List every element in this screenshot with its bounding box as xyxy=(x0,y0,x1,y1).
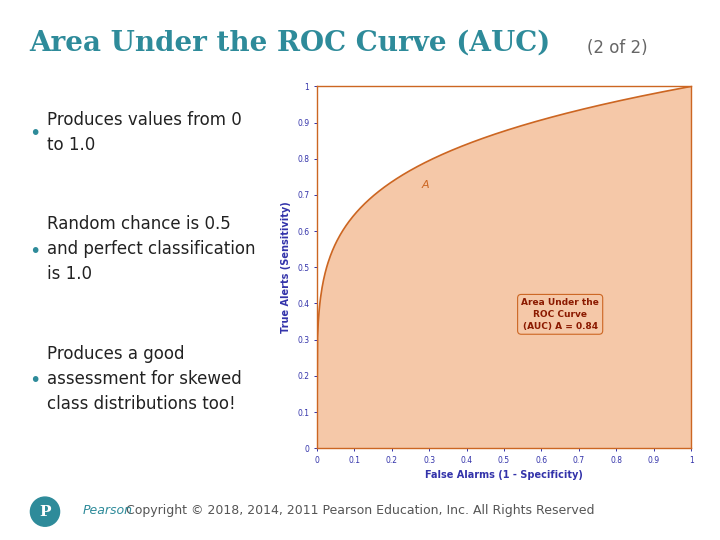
Text: P: P xyxy=(40,505,50,518)
Text: •: • xyxy=(29,124,40,144)
Text: Random chance is 0.5
and perfect classification
is 1.0: Random chance is 0.5 and perfect classif… xyxy=(47,215,256,284)
Text: Area Under the ROC Curve (AUC): Area Under the ROC Curve (AUC) xyxy=(29,30,550,57)
X-axis label: False Alarms (1 - Specificity): False Alarms (1 - Specificity) xyxy=(425,470,583,481)
Text: Copyright © 2018, 2014, 2011 Pearson Education, Inc. All Rights Reserved: Copyright © 2018, 2014, 2011 Pearson Edu… xyxy=(126,504,594,517)
Text: Area Under the
ROC Curve
(AUC) A = 0.84: Area Under the ROC Curve (AUC) A = 0.84 xyxy=(521,298,599,330)
Text: (2 of 2): (2 of 2) xyxy=(587,39,647,57)
Text: •: • xyxy=(29,371,40,390)
Text: A: A xyxy=(422,180,429,190)
Text: Produces a good
assessment for skewed
class distributions too!: Produces a good assessment for skewed cl… xyxy=(47,345,241,413)
Y-axis label: True Alerts (Sensitivity): True Alerts (Sensitivity) xyxy=(282,201,292,333)
Text: Pearson: Pearson xyxy=(83,504,132,517)
Text: •: • xyxy=(29,241,40,261)
Circle shape xyxy=(30,497,60,526)
Text: Produces values from 0
to 1.0: Produces values from 0 to 1.0 xyxy=(47,111,241,154)
